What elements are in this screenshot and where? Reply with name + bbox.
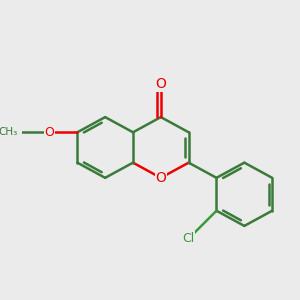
Text: CH₃: CH₃ <box>0 127 18 137</box>
Text: Cl: Cl <box>182 232 195 245</box>
Text: O: O <box>155 171 166 185</box>
Text: O: O <box>44 126 54 139</box>
Text: O: O <box>155 77 166 91</box>
